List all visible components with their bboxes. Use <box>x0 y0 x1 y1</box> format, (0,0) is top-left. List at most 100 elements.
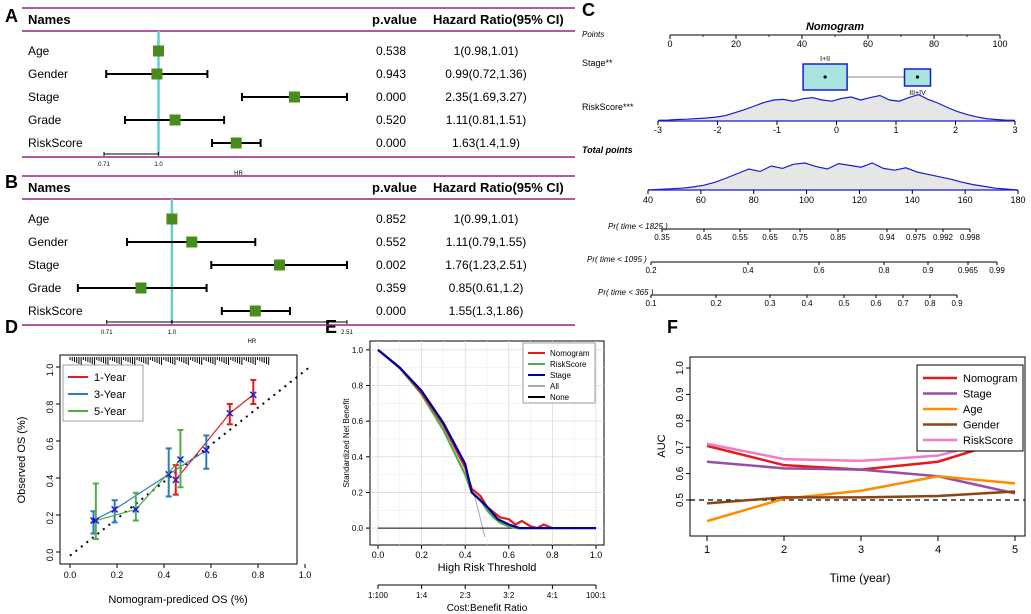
nomogram-pr1825-tick-label: 0.55 <box>732 233 748 242</box>
forest-a-row-name: Stage <box>28 90 60 104</box>
auc-x-tick-label: 3 <box>858 544 864 556</box>
dca-x-tick-label: 0.4 <box>459 550 472 560</box>
forest-a-row-ci: 1(0.98,1.01) <box>454 44 519 58</box>
panel-label-B: B <box>5 172 18 192</box>
calib-point <box>111 505 119 513</box>
forest-b-row-ci: 1.55(1.3,1.86) <box>449 304 524 318</box>
nomogram-pr1825-tick-label: 0.65 <box>762 233 778 242</box>
auc-series-age <box>706 474 1016 523</box>
nomogram-total-tick-label: 120 <box>852 195 867 205</box>
calib-ylabel: Observed OS (%) <box>16 417 28 504</box>
auc-y-tick-label: 1.0 <box>675 361 686 375</box>
nomogram-points-tick-label: 100 <box>992 39 1007 49</box>
dca-x-tick-label: 0.2 <box>415 550 428 560</box>
auc-x-tick-label: 1 <box>704 544 710 556</box>
panel-label-C: C <box>582 0 595 20</box>
forest-a-row-name: RiskScore <box>28 136 83 150</box>
forest-a-row-pvalue: 0.000 <box>376 136 406 150</box>
forest-b-row-pvalue: 0.002 <box>376 258 406 272</box>
auc-ylabel: AUC <box>656 434 668 457</box>
nomogram-total-tick-label: 40 <box>643 195 653 205</box>
nomogram-pr1095-tick-label: 0.965 <box>958 266 979 275</box>
calib-x-tick-label: 0.0 <box>64 570 77 580</box>
forest-a-hr-point <box>169 114 181 126</box>
forest-a-row-ci: 2.35(1.69,3.27) <box>445 90 526 104</box>
forest-b-row-ci: 1.76(1.23,2.51) <box>445 258 526 272</box>
forest-a-header-names: Names <box>28 12 71 27</box>
forest-b-row-ci: 1.11(0.79,1.55) <box>446 235 527 249</box>
forest-a-row-pvalue: 0.000 <box>376 90 406 104</box>
calib-point <box>132 505 140 513</box>
calib-y-tick-label: 0.6 <box>45 438 55 451</box>
dca-y-tick-label: 1.0 <box>352 346 364 355</box>
nomogram-total-tick-label: 60 <box>696 195 706 205</box>
auc-legend-label: Age <box>963 404 983 416</box>
forest-b-axis-tick-label: 0.71 <box>101 330 113 336</box>
nomogram-pr1825-tick-label: 0.992 <box>933 233 954 242</box>
nomogram-title: Nomogram <box>806 21 864 33</box>
panel-label-A: A <box>5 6 18 26</box>
calib-point <box>226 409 234 417</box>
nomogram-total-tick-label: 100 <box>799 195 814 205</box>
nomogram-total-density-area <box>648 163 1018 190</box>
auc-frame <box>689 356 1026 537</box>
dca-x2-tick-label: 1:4 <box>416 591 428 600</box>
nomogram-points-tick-label: 60 <box>863 39 873 49</box>
nomogram-riskscore-tick-label: -2 <box>713 125 721 135</box>
calib-x-tick-label: 1.0 <box>299 570 312 580</box>
nomogram-pr1095-tick-label: 0.2 <box>645 266 657 275</box>
calib-x-tick-label: 0.4 <box>158 570 171 580</box>
dca-legend-label: All <box>550 382 559 391</box>
dca-y-tick-label: 0.8 <box>352 381 364 390</box>
dca-x2-tick-label: 100:1 <box>586 591 607 600</box>
dca-x-tick-label: 0.0 <box>372 550 385 560</box>
calib-xlabel: Nomogram-prediced OS (%) <box>108 594 247 606</box>
forest-a-header-pvalue: p.value <box>372 12 417 27</box>
calib-point <box>176 455 184 464</box>
auc-y-tick-label: 0.9 <box>675 387 686 401</box>
forest-b-hr-point <box>249 305 261 317</box>
nomogram-pr365-tick-label: 0.1 <box>645 299 657 308</box>
forest-a-header-hr: Hazard Ratio(95% CI) <box>433 12 564 27</box>
auc-y-tick-label: 0.7 <box>675 440 686 454</box>
nomogram-pr1825-tick-label: 0.75 <box>792 233 808 242</box>
forest-b-header-names: Names <box>28 180 71 195</box>
dca-x2-tick-label: 4:1 <box>547 591 559 600</box>
forest-a-row-pvalue: 0.538 <box>376 44 406 58</box>
auc-x-tick-label: 2 <box>781 544 787 556</box>
nomogram-riskscore-tick-label: -3 <box>654 125 662 135</box>
auc-legend-label: Nomogram <box>963 373 1017 385</box>
forest-b-row-ci: 1(0.99,1.01) <box>454 212 519 226</box>
dca-y-tick-label: 0.0 <box>352 524 364 533</box>
calib-frame <box>59 354 298 565</box>
auc-xlabel: Time (year) <box>830 571 891 585</box>
nomogram-pr1825-tick-label: 0.94 <box>879 233 895 242</box>
forest-a-row-name: Age <box>28 44 50 58</box>
auc-x-tick-label: 4 <box>935 544 941 556</box>
calib-y-tick-label: 0.8 <box>45 401 55 414</box>
forest-b-row-pvalue: 0.359 <box>376 281 406 295</box>
auc-x-tick-label: 5 <box>1012 544 1018 556</box>
nomogram-riskscore-tick-label: 0 <box>834 125 839 135</box>
calib-point <box>202 446 210 454</box>
nomogram-points-tick-label: 0 <box>667 39 672 49</box>
auc-series-stage <box>706 460 1016 495</box>
nomogram-pr365-tick-label: 0.9 <box>951 299 963 308</box>
nomogram-points-tick-label: 20 <box>731 39 741 49</box>
dca-xlabel: High Risk Threshold <box>438 562 537 574</box>
calib-y-tick-label: 1.0 <box>45 364 55 377</box>
nomogram-pr1825-tick-label: 0.85 <box>830 233 846 242</box>
forest-a-row-ci: 0.99(0.72,1.36) <box>445 67 526 81</box>
nomogram-riskscore-tick-label: 1 <box>893 125 898 135</box>
nomogram-total-tick-label: 180 <box>1010 195 1025 205</box>
calib-ideal-line <box>69 366 311 557</box>
forest-a-row-pvalue: 0.520 <box>376 113 406 127</box>
dca-y-tick-label: 0.4 <box>352 453 364 462</box>
calib-x-tick-label: 0.8 <box>252 570 265 580</box>
nomogram-riskscore-tick-label: 3 <box>1012 125 1017 135</box>
forest-a-row-name: Grade <box>28 113 62 127</box>
forest-a-hr-point <box>288 91 300 103</box>
calib-series-line <box>93 449 207 522</box>
forest-b-row-pvalue: 0.852 <box>376 212 406 226</box>
dca-x-tick-label: 1.0 <box>590 550 603 560</box>
